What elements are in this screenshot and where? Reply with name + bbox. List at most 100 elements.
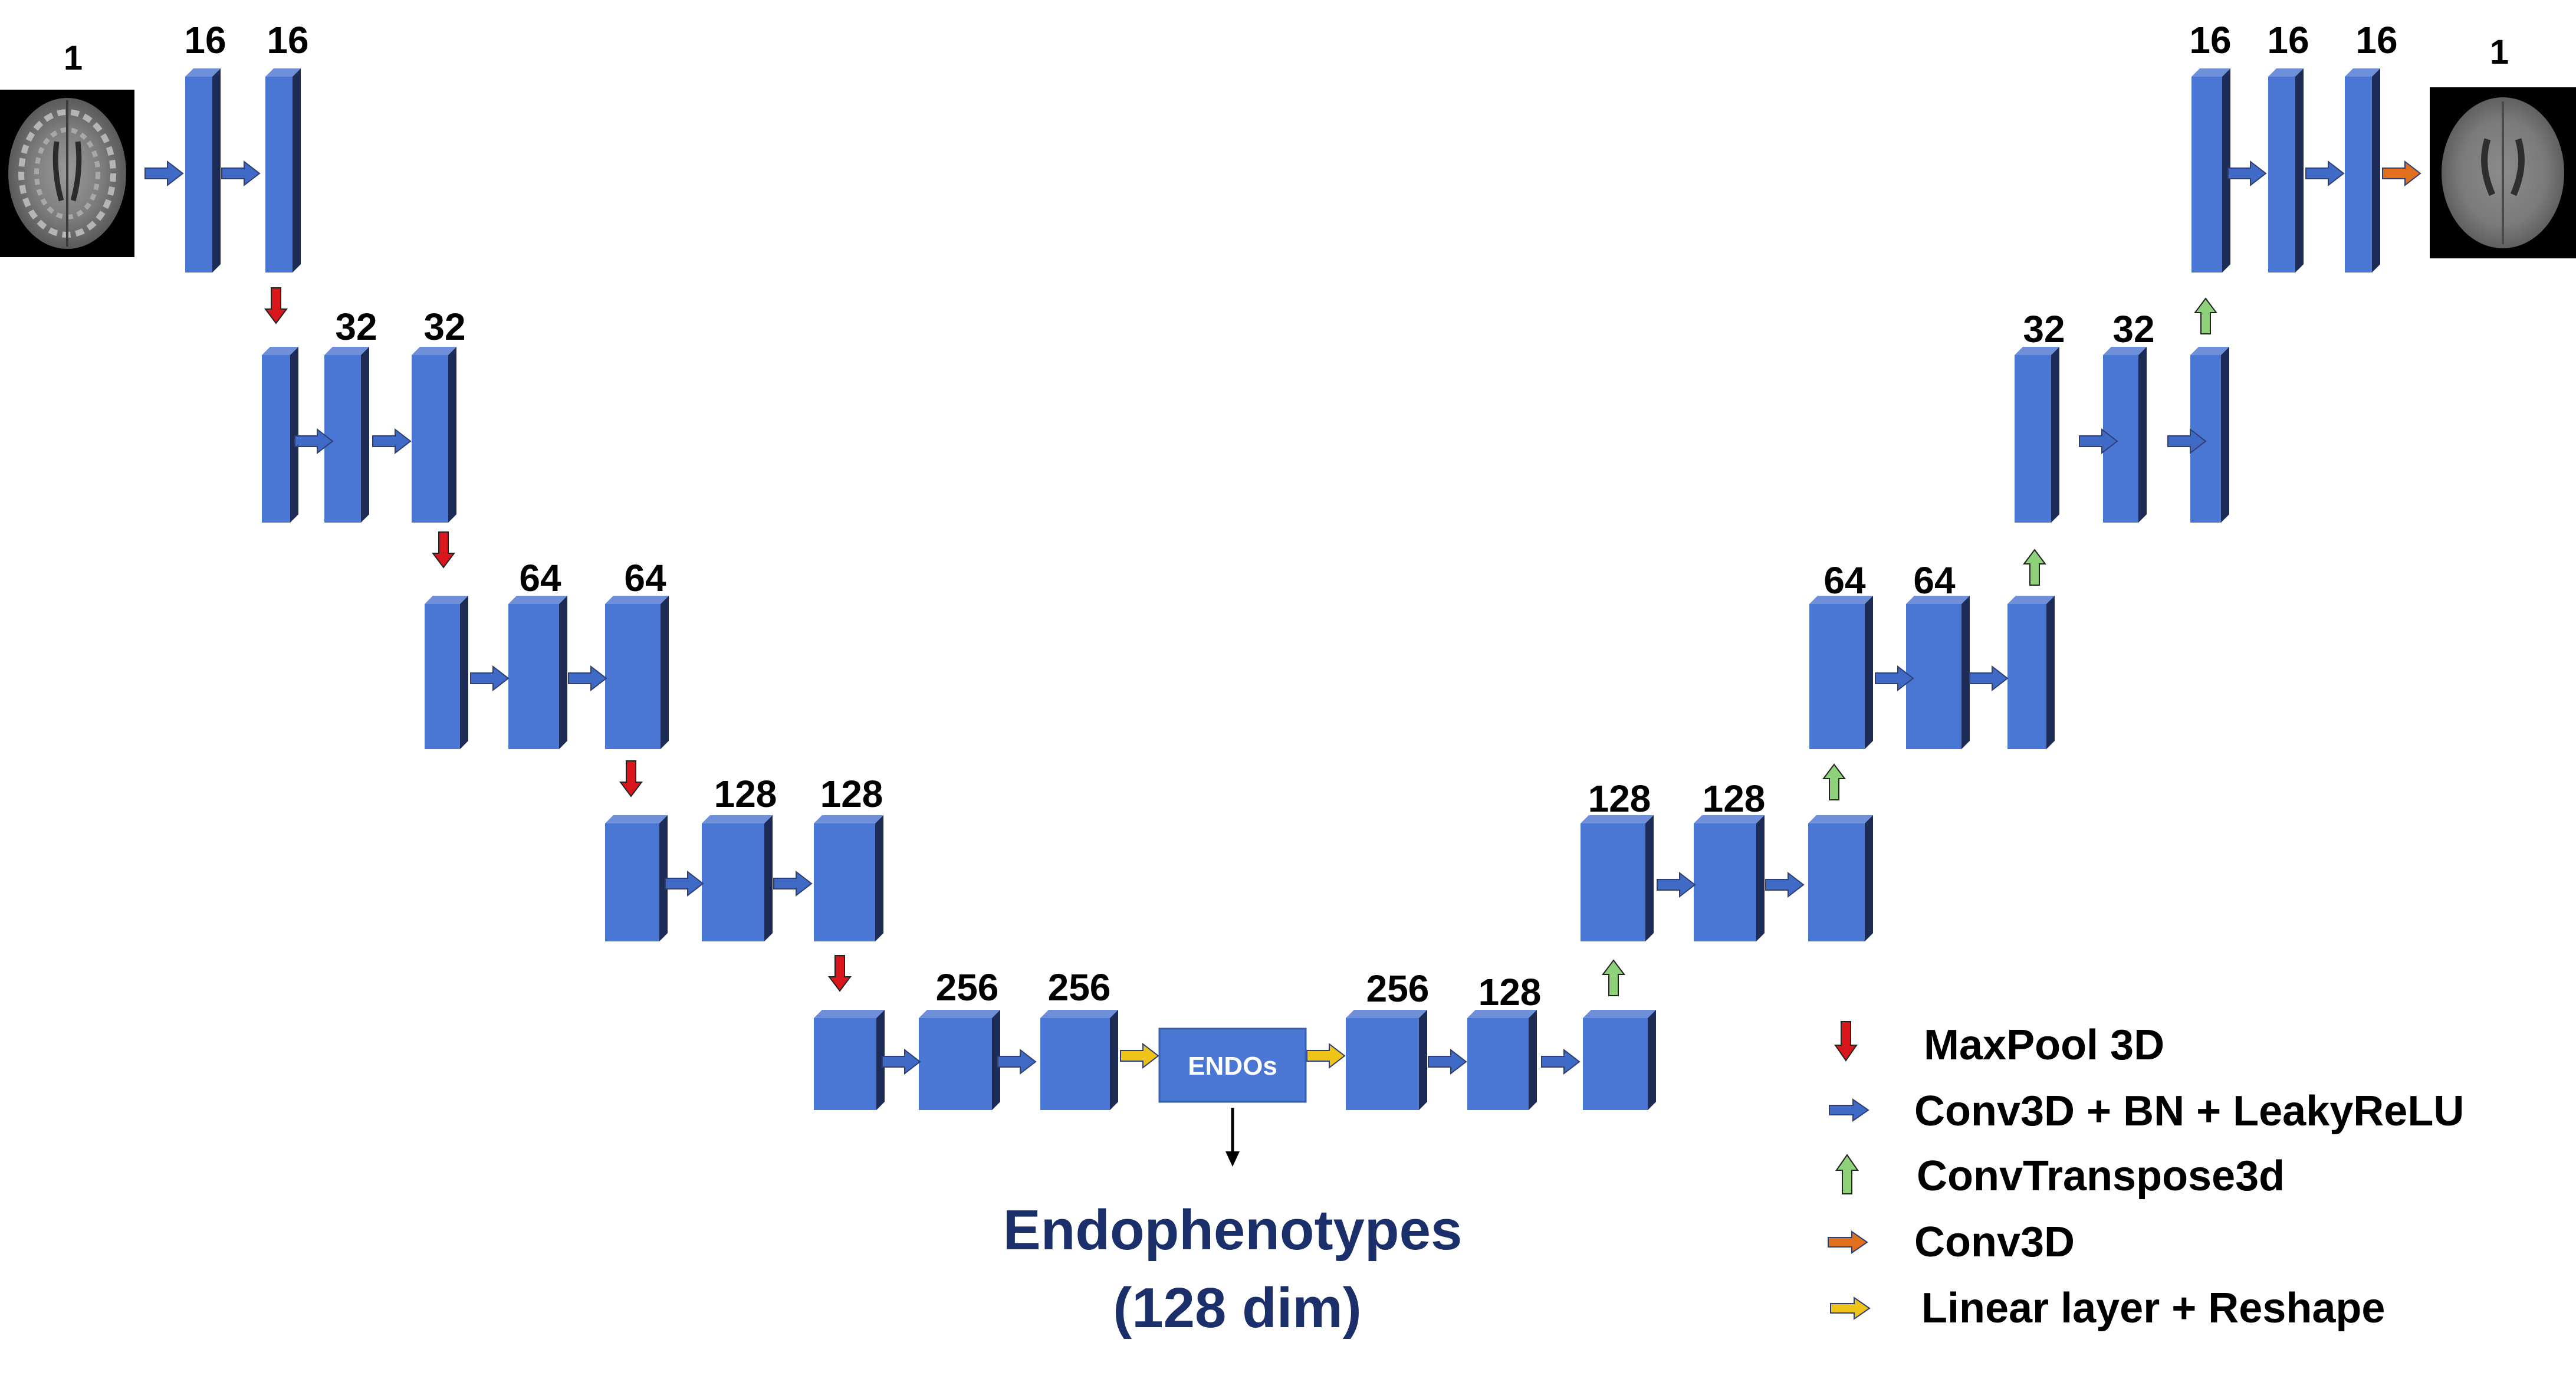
output-brain-image: [2430, 87, 2576, 258]
label-dec-bottom-a: 256: [1366, 967, 1430, 1010]
conv-arrow: [1765, 871, 1805, 898]
endos-box: ENDOs: [1158, 1028, 1307, 1103]
label-enc4-b: 128: [820, 773, 883, 815]
orange-right-arrow-icon: [1828, 1230, 1868, 1254]
conv-arrow: [144, 160, 184, 187]
conv-arrow: [1969, 665, 2009, 692]
label-dec2-a: 32: [2023, 308, 2065, 350]
conv-arrow: [2079, 428, 2118, 455]
block-enc4-a: [702, 815, 773, 941]
block-enc3-pool: [425, 596, 468, 749]
conv3d-arrow: [2382, 160, 2421, 187]
label-dec4-b: 128: [1703, 777, 1766, 820]
block-enc4-pool: [605, 815, 668, 941]
block-enc2-b: [412, 347, 456, 523]
block-enc4-b: [814, 815, 883, 941]
block-dec2-up-out: [2015, 347, 2059, 523]
input-brain-image: [0, 90, 134, 257]
conv-arrow: [372, 428, 412, 455]
endophenotypes-dim: (128 dim): [1113, 1276, 1361, 1340]
label-enc1-b: 16: [267, 19, 308, 61]
block-enc3-a: [508, 596, 567, 749]
label-enc1-a: 16: [184, 19, 226, 61]
label-dec3-a: 64: [1823, 559, 1866, 602]
block-enc1-b: [265, 68, 301, 273]
conv-arrow: [665, 870, 704, 897]
endophenotype-output-arrow: [1225, 1108, 1240, 1167]
label-enc2-b: 32: [423, 306, 465, 348]
label-enc3-b: 64: [624, 557, 666, 599]
block-dec2-a: [2103, 347, 2147, 523]
conv-arrow: [568, 665, 607, 692]
conv-arrow: [2167, 428, 2207, 455]
label-dec1-c: 16: [2355, 19, 2397, 61]
block-enc2-pool: [262, 347, 298, 523]
legend-icons: [1828, 1021, 1871, 1320]
label-bottleneck-a: 256: [936, 966, 999, 1009]
block-dec4-b: [1808, 815, 1873, 941]
linear-arrow: [1306, 1042, 1346, 1069]
legend-label-linear-reshape: Linear layer + Reshape: [1921, 1285, 2385, 1332]
label-input-channels: 1: [64, 39, 83, 77]
block-dec1-a: [2268, 68, 2304, 273]
layer-arrows: [144, 160, 2421, 1075]
block-dec3-b: [2007, 596, 2055, 749]
endos-label: ENDOs: [1188, 1052, 1277, 1081]
endophenotypes-title: Endophenotypes: [1003, 1199, 1463, 1262]
conv-arrow: [221, 160, 261, 187]
maxpool-arrow: [619, 760, 643, 797]
label-dec1-b: 16: [2267, 19, 2309, 61]
label-dec1-a: 16: [2189, 19, 2231, 61]
label-output-channels: 1: [2490, 33, 2509, 71]
block-enc3-b: [605, 596, 669, 749]
label-dec2-b: 32: [2112, 308, 2154, 350]
block-dec3-a: [1906, 596, 1970, 749]
convtranspose-arrow: [2194, 297, 2217, 334]
conv-arrow: [294, 428, 334, 455]
block-decb-a: [1346, 1010, 1427, 1110]
block-dec4-a: [1694, 815, 1765, 941]
block-enc2-a: [324, 347, 369, 523]
conv-arrow: [773, 870, 813, 897]
block-dec4-up-out: [1581, 815, 1654, 941]
green-up-arrow-icon: [1835, 1154, 1859, 1194]
conv-arrow: [997, 1048, 1037, 1075]
block-bott-b: [1040, 1010, 1118, 1110]
maxpool-arrow: [432, 531, 455, 569]
yellow-right-arrow-icon: [1830, 1296, 1871, 1320]
conv-arrow: [470, 665, 510, 692]
legend-label-conv3d: Conv3D: [1914, 1219, 2075, 1266]
block-decb-up: [1583, 1010, 1656, 1110]
maxpool-arrow: [828, 955, 852, 992]
convtranspose-arrow: [1602, 959, 1625, 996]
convtranspose-arrow: [2023, 549, 2046, 586]
block-bott-pool: [814, 1010, 885, 1110]
label-enc2-a: 32: [335, 306, 377, 348]
label-dec-bottom-b: 128: [1478, 971, 1542, 1013]
legend-label-maxpool: MaxPool 3D: [1924, 1022, 2164, 1069]
label-dec4-a: 128: [1588, 777, 1651, 820]
label-dec3-b: 64: [1913, 559, 1956, 602]
block-bott-a: [919, 1010, 1000, 1110]
label-bottleneck-b: 256: [1048, 966, 1111, 1009]
block-dec1-up-out: [2191, 68, 2230, 273]
label-enc4-a: 128: [714, 773, 777, 815]
blue-right-arrow-icon: [1829, 1098, 1869, 1122]
legend-label-conv-bn-leakyrelu: Conv3D + BN + LeakyReLU: [1914, 1088, 2464, 1135]
red-down-arrow-icon: [1834, 1021, 1858, 1062]
block-dec2-b: [2190, 347, 2229, 523]
conv-arrow: [1657, 871, 1696, 898]
block-decb-b: [1467, 1010, 1537, 1110]
legend-label-convtranspose: ConvTranspose3d: [1917, 1153, 2285, 1200]
conv-arrow: [2227, 160, 2267, 187]
block-dec3-up-out: [1809, 596, 1873, 749]
conv-arrow: [1428, 1048, 1467, 1075]
linear-arrow: [1120, 1042, 1159, 1069]
conv-arrow: [1541, 1048, 1581, 1075]
maxpool-arrow: [264, 287, 288, 324]
convtranspose-arrow: [1822, 763, 1846, 800]
conv-arrow: [2305, 160, 2345, 187]
label-enc3-a: 64: [519, 557, 561, 599]
legend: MaxPool 3D Conv3D + BN + LeakyReLU ConvT…: [1828, 1021, 2464, 1332]
